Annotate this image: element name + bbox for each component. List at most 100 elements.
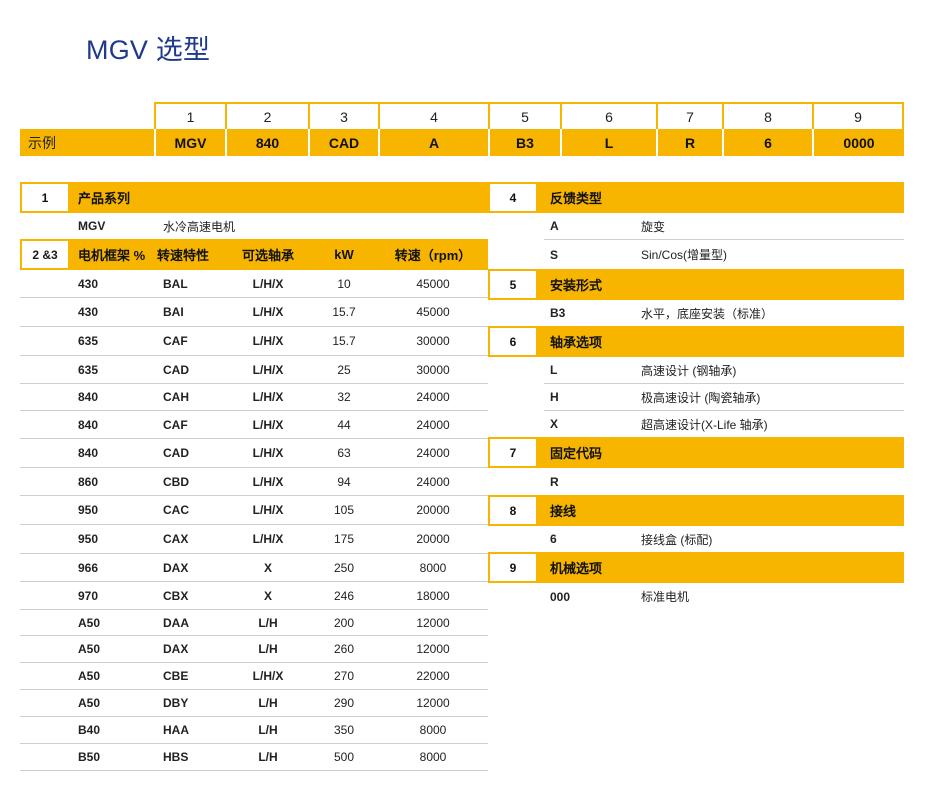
option-description: 超高速设计(X-Life 轴承) — [641, 417, 768, 432]
speed-characteristic-cell: BAL — [163, 276, 188, 291]
rpm-cell: 12000 — [416, 615, 450, 630]
column-header-speed-characteristic: 转速特性 — [157, 248, 210, 263]
kw-cell: 25 — [337, 362, 351, 377]
kw-cell: 63 — [337, 446, 351, 460]
rpm-cell: 20000 — [416, 503, 450, 517]
speed-characteristic-cell: CAH — [163, 390, 189, 404]
list-item: 000 标准电机 — [544, 583, 904, 610]
example-value-cell: MGV — [154, 129, 225, 156]
table-row: 430 BAI L/H/X 15.7 45000 — [20, 298, 488, 327]
frame-cell: A50 — [78, 615, 101, 630]
speed-characteristic-cell: CAD — [163, 446, 189, 460]
frame-cell: A50 — [78, 669, 101, 683]
rpm-cell: 18000 — [416, 588, 450, 603]
position-number-cell: 7 — [656, 102, 722, 129]
example-label: 示例 — [20, 129, 154, 156]
section-title: 安装形式 — [550, 278, 603, 293]
list-item: R — [544, 468, 904, 495]
option-description: 接线盒 (标配) — [641, 532, 713, 547]
kw-cell: 15.7 — [332, 334, 356, 348]
table-row: 840 CAF L/H/X 44 24000 — [20, 411, 488, 439]
rpm-cell: 24000 — [416, 446, 450, 460]
kw-cell: 105 — [333, 503, 355, 517]
frame-cell: 635 — [78, 362, 99, 377]
section-6-header: 6 轴承选项 — [488, 326, 904, 357]
frame-cell: 430 — [78, 305, 99, 319]
section-7-header: 7 固定代码 — [488, 437, 904, 468]
option-description: 旋变 — [641, 219, 666, 234]
list-item: L 高速设计 (钢轴承) — [544, 357, 904, 384]
frame-cell: A50 — [78, 696, 101, 710]
section-number: 4 — [490, 184, 536, 211]
option-description: 极高速设计 (陶瓷轴承) — [641, 390, 761, 405]
speed-characteristic-cell: BAI — [163, 305, 184, 319]
option-code: 000 — [550, 589, 571, 604]
option-code: L — [550, 363, 558, 377]
table-row: 970 CBX X 246 18000 — [20, 582, 488, 610]
example-value-cell: L — [560, 129, 656, 156]
kw-cell: 32 — [337, 390, 351, 404]
speed-characteristic-cell: DAX — [163, 642, 189, 656]
bearing-cell: L/H/X — [252, 362, 284, 377]
frame-cell: B40 — [78, 723, 101, 737]
bearing-cell: L/H/X — [252, 446, 284, 460]
option-code: A — [550, 219, 559, 233]
rpm-cell: 24000 — [416, 417, 450, 432]
bearing-cell: L/H/X — [252, 334, 284, 348]
list-item: 6 接线盒 (标配) — [544, 526, 904, 552]
frame-cell: 430 — [78, 276, 99, 291]
position-number-cell: 8 — [722, 102, 812, 129]
option-code: 6 — [550, 532, 557, 546]
bearing-cell: L/H — [258, 642, 278, 656]
kw-cell: 246 — [333, 588, 355, 603]
frame-cell: 840 — [78, 390, 99, 404]
column-header-kw: kW — [334, 247, 354, 262]
list-item: H 极高速设计 (陶瓷轴承) — [544, 384, 904, 411]
speed-characteristic-cell: DBY — [163, 696, 189, 710]
option-code: B3 — [550, 306, 566, 320]
table-row: 966 DAX X 250 8000 — [20, 554, 488, 582]
rpm-cell: 22000 — [416, 669, 450, 683]
frame-cell: 966 — [78, 560, 99, 575]
rpm-cell: 24000 — [416, 390, 450, 404]
frame-cell: 950 — [78, 532, 99, 546]
frame-cell: 840 — [78, 417, 99, 432]
example-value-row: MGV 840 CAD A B3 L R 6 0000 — [20, 129, 904, 156]
frame-cell: 860 — [78, 474, 99, 489]
bearing-cell: L/H/X — [252, 474, 284, 489]
rpm-cell: 8000 — [419, 723, 447, 737]
speed-characteristic-cell: CAX — [163, 532, 189, 546]
table-row: A50 CBE L/H/X 270 22000 — [20, 663, 488, 690]
table-row: 430 BAL L/H/X 10 45000 — [20, 270, 488, 298]
bearing-cell: L/H/X — [252, 390, 284, 404]
table-row: 840 CAH L/H/X 32 24000 — [20, 384, 488, 411]
bearing-cell: L/H — [258, 696, 278, 710]
kw-cell: 250 — [333, 560, 355, 575]
section-9-header: 9 机械选项 — [488, 552, 904, 583]
example-value-cell: 0000 — [812, 129, 904, 156]
section-23-header: 2 &3 电机框架 % 转速特性 可选轴承 kW 转速（rpm） — [20, 239, 488, 270]
page-title: MGV 选型 — [86, 35, 211, 65]
example-value-cell: CAD — [308, 129, 378, 156]
option-description: 水冷高速电机 — [163, 219, 236, 234]
position-number-cell: 9 — [812, 102, 904, 129]
option-description: 水平，底座安装（标准） — [641, 306, 774, 321]
option-description: 高速设计 (钢轴承) — [641, 363, 737, 378]
column-header-frame: 电机框架 % — [78, 248, 146, 263]
speed-characteristic-cell: CAC — [163, 503, 189, 517]
example-value-cell: A — [378, 129, 488, 156]
list-item: A 旋变 — [544, 213, 904, 240]
bearing-cell: L/H — [258, 615, 278, 630]
speed-characteristic-cell: CAF — [163, 417, 188, 432]
kw-cell: 10 — [337, 276, 351, 291]
speed-characteristic-cell: CBX — [163, 588, 189, 603]
bearing-cell: L/H — [258, 750, 278, 764]
table-row: B40 HAA L/H 350 8000 — [20, 717, 488, 744]
bearing-cell: L/H/X — [252, 532, 284, 546]
section-number: 7 — [490, 439, 536, 466]
speed-characteristic-cell: DAA — [163, 615, 189, 630]
example-value-cell: 840 — [225, 129, 308, 156]
position-number-cell: 4 — [378, 102, 488, 129]
bearing-cell: L/H/X — [252, 669, 284, 683]
